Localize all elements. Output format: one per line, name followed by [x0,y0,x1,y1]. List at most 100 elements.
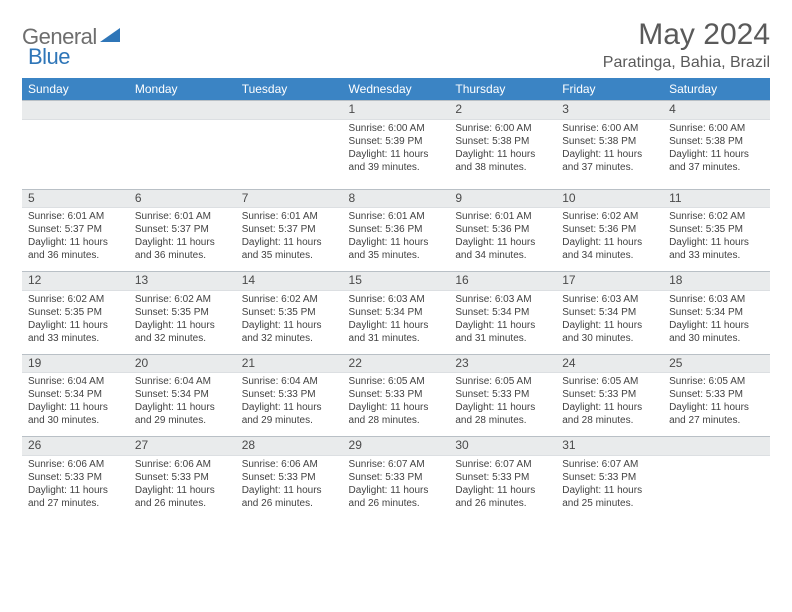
daynum-cell: 5 [22,189,129,208]
daynum-cell: 4 [663,101,770,120]
day-detail-cell: Sunrise: 6:06 AMSunset: 5:33 PMDaylight:… [22,455,129,519]
sunrise-line: Sunrise: 6:00 AM [562,122,657,135]
daylight-line: Daylight: 11 hours and 26 minutes. [455,484,550,510]
sunrise-line: Sunrise: 6:06 AM [28,458,123,471]
daylight-line: Daylight: 11 hours and 27 minutes. [669,401,764,427]
day-detail-cell: Sunrise: 6:01 AMSunset: 5:36 PMDaylight:… [449,208,556,272]
sunrise-line: Sunrise: 6:03 AM [455,293,550,306]
day-detail-cell: Sunrise: 6:03 AMSunset: 5:34 PMDaylight:… [449,290,556,354]
sunset-line: Sunset: 5:33 PM [562,388,657,401]
daynum-cell: 6 [129,189,236,208]
month-title: May 2024 [603,18,770,52]
daylight-line: Daylight: 11 hours and 32 minutes. [135,319,230,345]
daynum-cell: 15 [343,272,450,291]
sunset-line: Sunset: 5:34 PM [669,306,764,319]
sunrise-line: Sunrise: 6:07 AM [562,458,657,471]
daylight-line: Daylight: 11 hours and 28 minutes. [562,401,657,427]
daylight-line: Daylight: 11 hours and 36 minutes. [28,236,123,262]
day-number: 28 [236,437,343,455]
day-number: 12 [22,272,129,290]
daynum-cell: 9 [449,189,556,208]
sunrise-line: Sunrise: 6:02 AM [135,293,230,306]
daynum-cell [22,101,129,120]
day-number: 5 [22,190,129,208]
sunrise-line: Sunrise: 6:06 AM [135,458,230,471]
daylight-line: Daylight: 11 hours and 28 minutes. [455,401,550,427]
daynum-cell: 16 [449,272,556,291]
day-number [22,101,129,117]
sunset-line: Sunset: 5:33 PM [455,388,550,401]
day-detail-cell: Sunrise: 6:07 AMSunset: 5:33 PMDaylight:… [556,455,663,519]
daynum-cell: 20 [129,354,236,373]
day-detail-cell: Sunrise: 6:05 AMSunset: 5:33 PMDaylight:… [556,373,663,437]
sunrise-line: Sunrise: 6:05 AM [562,375,657,388]
day-number [663,437,770,453]
sunrise-line: Sunrise: 6:07 AM [455,458,550,471]
day-detail-cell: Sunrise: 6:04 AMSunset: 5:34 PMDaylight:… [22,373,129,437]
day-number: 1 [343,101,450,119]
day-detail-cell: Sunrise: 6:04 AMSunset: 5:33 PMDaylight:… [236,373,343,437]
sunset-line: Sunset: 5:34 PM [28,388,123,401]
daynum-cell [663,437,770,456]
day-number: 21 [236,355,343,373]
day-number: 20 [129,355,236,373]
daynum-cell [236,101,343,120]
day-detail-cell: Sunrise: 6:01 AMSunset: 5:37 PMDaylight:… [236,208,343,272]
daynum-cell: 17 [556,272,663,291]
daylight-line: Daylight: 11 hours and 37 minutes. [562,148,657,174]
daynum-row: 567891011 [22,189,770,208]
sunrise-line: Sunrise: 6:01 AM [28,210,123,223]
header: General May 2024 Paratinga, Bahia, Brazi… [22,18,770,72]
daylight-line: Daylight: 11 hours and 34 minutes. [562,236,657,262]
daynum-row: 12131415161718 [22,272,770,291]
day-number: 31 [556,437,663,455]
sunset-line: Sunset: 5:36 PM [455,223,550,236]
daylight-line: Daylight: 11 hours and 31 minutes. [349,319,444,345]
daylight-line: Daylight: 11 hours and 26 minutes. [242,484,337,510]
dow-sat: Saturday [663,78,770,101]
day-number: 10 [556,190,663,208]
daynum-cell: 28 [236,437,343,456]
sunset-line: Sunset: 5:38 PM [562,135,657,148]
daylight-line: Daylight: 11 hours and 30 minutes. [562,319,657,345]
day-number: 6 [129,190,236,208]
day-number: 27 [129,437,236,455]
sunrise-line: Sunrise: 6:01 AM [455,210,550,223]
day-detail-cell: Sunrise: 6:02 AMSunset: 5:35 PMDaylight:… [129,290,236,354]
sunrise-line: Sunrise: 6:03 AM [562,293,657,306]
sunset-line: Sunset: 5:33 PM [28,471,123,484]
day-number: 23 [449,355,556,373]
sunset-line: Sunset: 5:36 PM [349,223,444,236]
daynum-cell: 18 [663,272,770,291]
sunset-line: Sunset: 5:38 PM [455,135,550,148]
sunset-line: Sunset: 5:34 PM [455,306,550,319]
sunrise-line: Sunrise: 6:07 AM [349,458,444,471]
sunset-line: Sunset: 5:38 PM [669,135,764,148]
daylight-line: Daylight: 11 hours and 29 minutes. [242,401,337,427]
detail-row: Sunrise: 6:06 AMSunset: 5:33 PMDaylight:… [22,455,770,519]
day-number: 9 [449,190,556,208]
daylight-line: Daylight: 11 hours and 28 minutes. [349,401,444,427]
daynum-cell: 11 [663,189,770,208]
daylight-line: Daylight: 11 hours and 37 minutes. [669,148,764,174]
daynum-cell: 12 [22,272,129,291]
sunrise-line: Sunrise: 6:00 AM [669,122,764,135]
day-detail-cell [663,455,770,519]
dow-sun: Sunday [22,78,129,101]
day-number: 18 [663,272,770,290]
day-detail-cell [236,119,343,189]
detail-row: Sunrise: 6:00 AMSunset: 5:39 PMDaylight:… [22,119,770,189]
day-detail-cell: Sunrise: 6:03 AMSunset: 5:34 PMDaylight:… [663,290,770,354]
day-detail-cell: Sunrise: 6:02 AMSunset: 5:35 PMDaylight:… [236,290,343,354]
daynum-row: 262728293031 [22,437,770,456]
sunrise-line: Sunrise: 6:01 AM [135,210,230,223]
day-detail-cell: Sunrise: 6:07 AMSunset: 5:33 PMDaylight:… [343,455,450,519]
sunset-line: Sunset: 5:35 PM [28,306,123,319]
sunrise-line: Sunrise: 6:04 AM [242,375,337,388]
daylight-line: Daylight: 11 hours and 25 minutes. [562,484,657,510]
daylight-line: Daylight: 11 hours and 29 minutes. [135,401,230,427]
sunset-line: Sunset: 5:35 PM [135,306,230,319]
day-detail-cell: Sunrise: 6:04 AMSunset: 5:34 PMDaylight:… [129,373,236,437]
day-number: 8 [343,190,450,208]
day-number: 29 [343,437,450,455]
